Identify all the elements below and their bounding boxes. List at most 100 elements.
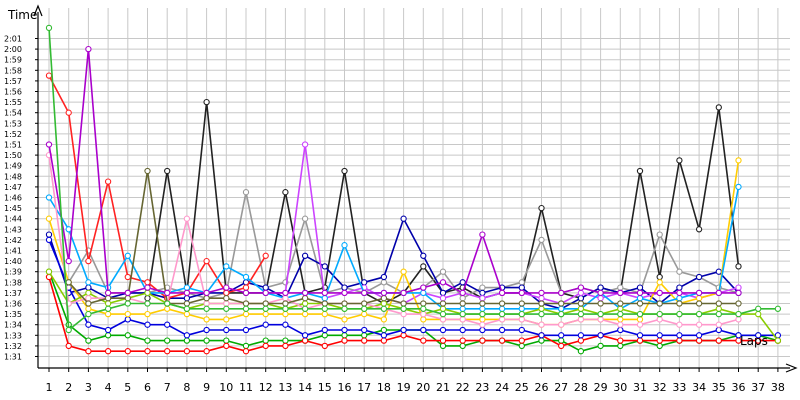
data-point <box>459 310 466 318</box>
x-tick-label: 7 <box>164 381 171 394</box>
data-point <box>676 321 683 328</box>
data-point <box>538 332 545 339</box>
data-point <box>479 321 486 328</box>
data-point <box>380 289 388 297</box>
data-point <box>558 289 565 297</box>
data-point <box>321 305 328 312</box>
data-point <box>695 310 703 318</box>
x-tick-label: 2 <box>65 381 72 394</box>
data-point <box>85 257 92 265</box>
data-point <box>597 310 604 318</box>
data-point <box>301 141 309 148</box>
data-point <box>400 310 407 318</box>
data-point <box>439 337 447 344</box>
x-tick-label: 11 <box>239 381 253 394</box>
data-point <box>676 310 683 318</box>
data-point <box>538 289 545 297</box>
data-point <box>400 289 407 297</box>
data-point <box>45 268 53 275</box>
data-point <box>459 295 466 302</box>
data-point <box>262 337 269 344</box>
data-point <box>538 321 545 328</box>
data-point <box>380 326 388 334</box>
data-point <box>301 295 309 302</box>
data-point <box>439 316 447 323</box>
data-point <box>558 337 565 344</box>
data-point <box>144 321 151 328</box>
data-point <box>124 273 131 281</box>
data-point <box>85 321 92 328</box>
data-point <box>85 295 92 302</box>
data-point <box>104 305 112 312</box>
data-point <box>439 279 447 286</box>
data-point <box>223 289 230 297</box>
data-point <box>85 300 92 307</box>
data-point <box>144 279 151 286</box>
data-point <box>656 316 663 323</box>
data-point <box>695 321 703 328</box>
data-point <box>242 289 250 297</box>
data-point <box>400 268 407 275</box>
data-point <box>242 305 250 312</box>
data-point <box>676 300 683 307</box>
data-point <box>774 337 782 344</box>
data-point <box>498 326 506 334</box>
data-point <box>164 321 171 328</box>
data-point <box>636 295 644 302</box>
data-point <box>183 348 191 355</box>
data-point <box>459 337 466 344</box>
data-point <box>400 300 407 307</box>
data-point <box>459 326 466 334</box>
data-point <box>656 332 663 339</box>
x-tick-label: 24 <box>495 381 509 394</box>
data-point <box>361 337 368 344</box>
data-point <box>676 289 683 297</box>
x-tick-label: 5 <box>124 381 131 394</box>
data-point <box>164 289 171 297</box>
data-point <box>223 300 230 307</box>
data-point <box>518 326 525 334</box>
data-point <box>735 284 742 291</box>
x-tick-label: 34 <box>692 381 706 394</box>
data-point <box>577 300 585 307</box>
series-6 <box>45 273 782 355</box>
data-point <box>538 295 545 302</box>
data-point <box>439 305 447 312</box>
data-point <box>695 300 703 307</box>
data-point <box>715 268 722 275</box>
data-point <box>498 300 506 307</box>
data-point <box>242 326 250 334</box>
x-tick-label: 35 <box>712 381 726 394</box>
data-point <box>380 337 388 344</box>
data-point <box>636 284 644 291</box>
data-point <box>85 45 92 53</box>
data-point <box>301 332 309 339</box>
data-point <box>183 289 191 297</box>
data-point <box>282 310 289 318</box>
data-point <box>577 337 585 344</box>
data-point <box>242 189 250 196</box>
data-point <box>65 226 72 233</box>
data-point <box>656 337 663 344</box>
series-clip <box>45 24 782 355</box>
data-point <box>617 284 624 291</box>
x-tick-label: 23 <box>475 381 489 394</box>
data-point <box>183 300 191 307</box>
data-point <box>617 321 624 328</box>
data-point <box>538 310 545 318</box>
data-point <box>617 289 624 297</box>
x-tick-label: 14 <box>298 381 312 394</box>
y-tick-label: 1:37 <box>4 289 22 298</box>
data-point <box>715 337 722 344</box>
data-point <box>558 342 565 350</box>
data-point <box>124 300 131 307</box>
data-point <box>45 236 53 244</box>
data-point <box>656 342 663 350</box>
x-tick-label: 4 <box>105 381 112 394</box>
data-point <box>518 289 525 297</box>
data-point <box>400 326 407 334</box>
data-point <box>617 342 624 350</box>
data-point <box>380 279 388 286</box>
y-tick-label: 1:43 <box>4 225 22 234</box>
data-point <box>558 300 565 307</box>
